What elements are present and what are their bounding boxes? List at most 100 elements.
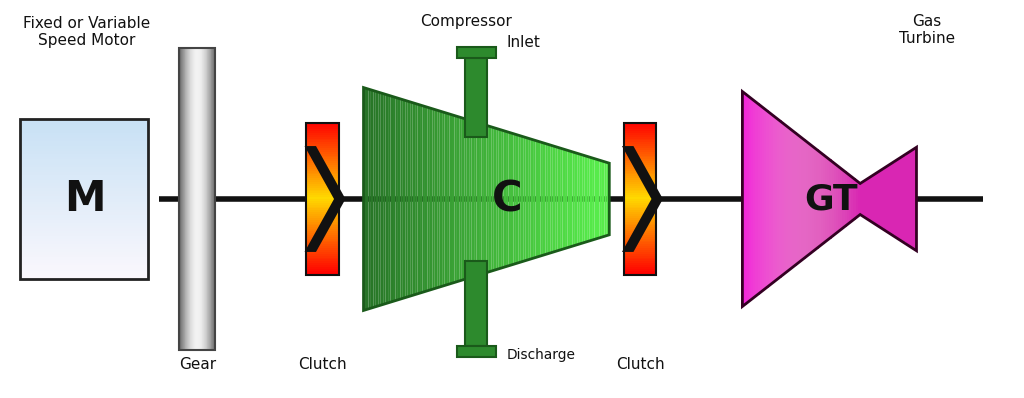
Polygon shape [886,167,888,231]
Polygon shape [829,160,831,238]
Bar [306,154,339,156]
Bar [20,250,148,252]
Bar [306,133,339,135]
Bar [20,260,148,263]
Bar [624,197,656,199]
Polygon shape [460,117,462,281]
Polygon shape [452,115,455,283]
Bar [20,148,148,151]
Bar [624,129,656,131]
Bar [306,174,339,176]
Polygon shape [388,95,390,303]
Bar [20,231,148,234]
Bar [20,151,148,154]
Polygon shape [555,146,558,252]
Bar [624,174,656,176]
Bar [624,139,656,140]
Polygon shape [553,146,555,252]
Bar [20,242,148,244]
Polygon shape [474,122,476,276]
Bar [624,269,656,271]
Bar [306,171,339,173]
Bar [306,199,339,201]
Polygon shape [371,90,374,308]
Bar [624,212,656,214]
Bar [306,218,339,220]
Polygon shape [905,154,907,244]
Bar [624,188,656,189]
Bar [20,226,148,228]
Bar [306,227,339,229]
Polygon shape [450,114,452,284]
Polygon shape [791,129,793,269]
Bar [624,242,656,244]
Polygon shape [420,105,423,293]
Bar [306,125,339,127]
Polygon shape [821,153,823,245]
Bar [624,252,656,254]
Bar [20,223,148,226]
Bar [624,127,656,129]
Polygon shape [851,176,853,222]
Bar [20,183,148,186]
Polygon shape [751,98,754,300]
Bar [306,137,339,139]
Bar [624,184,656,186]
Bar [306,161,339,163]
Bar [306,131,339,133]
Polygon shape [543,143,546,255]
Bar [20,122,148,125]
Bar [306,271,339,273]
Bar [20,196,148,199]
Bar [20,239,148,242]
Text: GT: GT [804,182,857,216]
Bar [624,231,656,233]
Polygon shape [845,172,847,226]
Polygon shape [766,110,768,288]
Bar [624,135,656,137]
Bar [20,236,148,239]
Polygon shape [841,168,843,230]
Bar [306,258,339,259]
Polygon shape [481,124,484,274]
Polygon shape [888,166,890,232]
Bar [20,258,148,260]
Polygon shape [381,93,383,305]
Bar [624,125,656,127]
Polygon shape [773,115,775,283]
Bar [624,157,656,159]
Polygon shape [795,132,797,266]
Polygon shape [893,163,895,235]
Bar [624,256,656,258]
Polygon shape [816,149,818,249]
Polygon shape [369,89,371,309]
Bar [306,252,339,254]
Bar [465,58,487,137]
Polygon shape [442,112,444,286]
Polygon shape [746,95,749,303]
Text: Gear: Gear [179,357,216,372]
Bar [306,254,339,256]
Bar [624,209,656,210]
Polygon shape [803,139,806,259]
Bar [20,263,148,265]
Polygon shape [506,131,509,267]
Polygon shape [432,109,435,289]
Bar [624,193,656,195]
Bar [624,263,656,265]
Bar [624,173,656,174]
Polygon shape [783,124,786,274]
Bar [20,204,148,207]
Bar [20,202,148,204]
Polygon shape [479,123,481,275]
Polygon shape [462,118,464,280]
Bar [306,203,339,205]
Bar [20,244,148,247]
Bar [457,346,496,357]
Bar [306,148,339,150]
Polygon shape [890,164,893,234]
Bar [306,210,339,212]
Text: Fixed or Variable
Speed Motor: Fixed or Variable Speed Motor [24,16,151,48]
Text: Clutch: Clutch [298,357,347,372]
Bar [20,119,148,122]
